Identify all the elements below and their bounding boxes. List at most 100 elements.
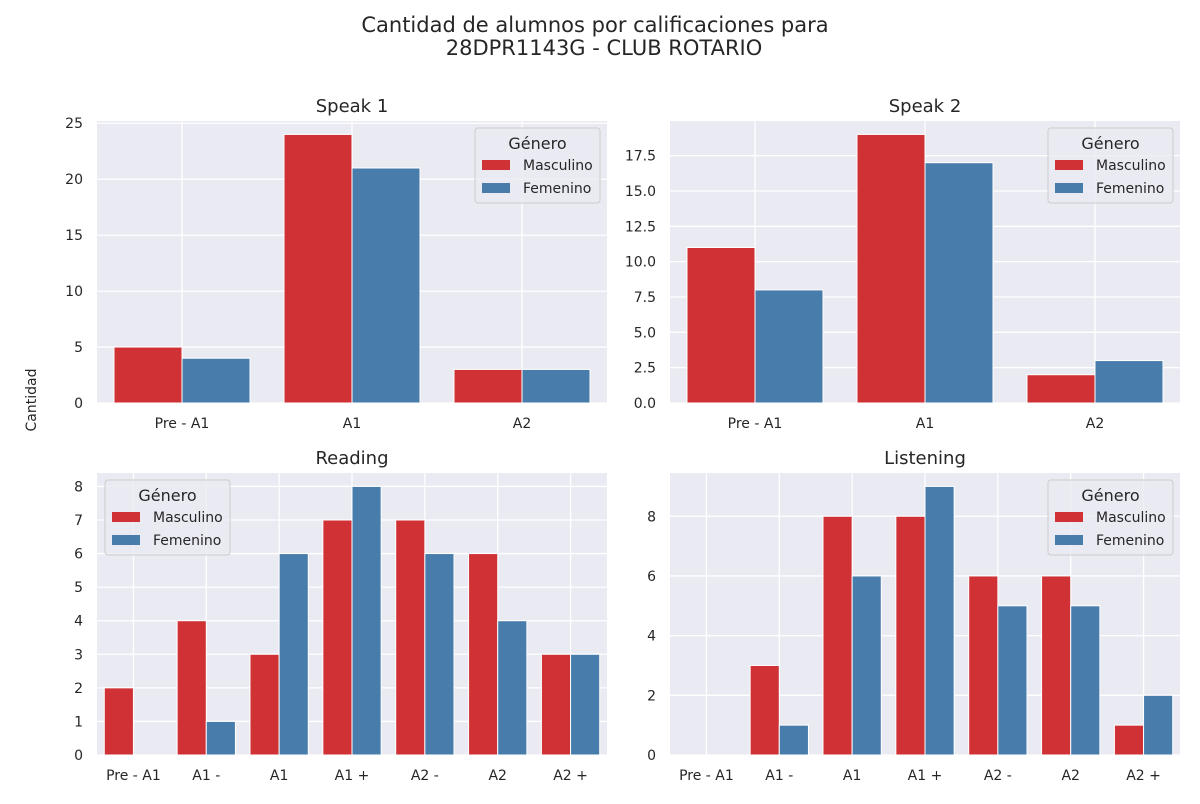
y-tick-label: 0 <box>647 748 656 764</box>
bar-femenino-2 <box>924 162 994 404</box>
legend-label-femenino: Femenino <box>153 533 221 549</box>
panel-title: Speak 2 <box>889 96 962 117</box>
bar-femenino-3 <box>1094 360 1164 404</box>
figure-title-line-1: Cantidad de alumnos por calificaciones p… <box>361 13 828 37</box>
y-tick-label: 8 <box>647 509 656 525</box>
y-tick-label: 2.5 <box>634 361 656 377</box>
bar-femenino-3 <box>278 553 309 756</box>
bar-femenino-7 <box>1143 694 1174 756</box>
y-tick-label: 5 <box>74 580 83 596</box>
bar-masculino-6 <box>468 553 499 756</box>
legend-swatch-femenino <box>1055 535 1083 545</box>
bar-masculino-2 <box>176 620 207 756</box>
y-tick-label: 12.5 <box>625 219 656 235</box>
x-tick-label: A2 + <box>1126 768 1161 784</box>
legend-label-femenino: Femenino <box>1096 533 1164 549</box>
legend-title: Género <box>138 486 196 505</box>
x-tick-label: A1 <box>916 416 934 432</box>
bar-masculino-3 <box>453 368 523 404</box>
x-tick-label: A1 <box>270 768 288 784</box>
legend-swatch-masculino <box>1055 160 1083 170</box>
bar-masculino-7 <box>540 653 572 756</box>
y-tick-label: 1 <box>74 714 83 730</box>
x-tick-label: A2 <box>488 768 506 784</box>
bar-masculino-6 <box>1041 575 1072 756</box>
x-tick-label: Pre - A1 <box>679 768 734 784</box>
legend-title: Género <box>508 134 566 153</box>
bar-femenino-5 <box>997 605 1028 756</box>
y-tick-label: 25 <box>65 116 83 132</box>
chart-panel-3: 0 1 2 3 4 5 6 7 8 Pre - A1 A1 - A1 A1 + A2 - A2 A2 + Rea… <box>74 448 607 784</box>
bar-masculino-2 <box>283 133 353 404</box>
legend: Género Masculino Femenino <box>1047 127 1174 204</box>
y-tick-label: 0 <box>74 748 83 764</box>
legend-swatch-masculino <box>482 160 510 170</box>
y-tick-label: 10.0 <box>625 255 656 271</box>
y-tick-label: 7.5 <box>634 290 656 306</box>
legend: Género Masculino Femenino <box>474 127 601 204</box>
legend-label-masculino: Masculino <box>523 158 593 174</box>
panel-title: Speak 1 <box>316 96 389 117</box>
panel-title: Reading <box>315 448 388 469</box>
x-tick-label: A2 <box>1061 768 1079 784</box>
y-tick-label: 2 <box>74 681 83 697</box>
bar-masculino-3 <box>249 653 280 756</box>
bar-femenino-2 <box>351 167 421 404</box>
bar-masculino-5 <box>395 519 426 756</box>
x-tick-label: A1 + <box>908 768 943 784</box>
bar-masculino-1 <box>686 247 756 404</box>
y-tick-label: 0.0 <box>634 396 656 412</box>
bar-femenino-2 <box>778 724 809 756</box>
legend-label-masculino: Masculino <box>153 510 223 526</box>
y-tick-label: 15.0 <box>625 184 656 200</box>
legend-label-masculino: Masculino <box>1096 510 1166 526</box>
y-tick-label: 3 <box>74 647 83 663</box>
x-tick-label: A2 <box>513 416 531 432</box>
legend-swatch-masculino <box>1055 512 1083 522</box>
x-tick-label: A2 + <box>553 768 588 784</box>
bar-femenino-2 <box>205 720 236 756</box>
x-tick-label: Pre - A1 <box>106 768 161 784</box>
chart-panel-4: 0 2 4 6 8 Pre - A1 A1 - A1 A1 + A2 - A2 A2 + Listeni… <box>647 448 1180 784</box>
legend-title: Género <box>1081 486 1139 505</box>
legend-swatch-femenino <box>1055 183 1083 193</box>
legend: Género Masculino Femenino <box>104 479 231 556</box>
bar-masculino-1 <box>113 346 183 404</box>
bar-femenino-6 <box>1070 605 1101 756</box>
bar-masculino-4 <box>322 519 353 756</box>
bar-femenino-4 <box>924 485 955 756</box>
x-tick-label: A1 <box>343 416 361 432</box>
legend-swatch-femenino <box>112 535 140 545</box>
bar-femenino-1 <box>754 289 824 404</box>
x-tick-label: A2 <box>1086 416 1104 432</box>
legend: Género Masculino Femenino <box>1047 479 1174 556</box>
legend-label-femenino: Femenino <box>1096 181 1164 197</box>
bar-femenino-1 <box>181 357 251 404</box>
bar-femenino-5 <box>424 553 455 756</box>
chart-panel-1: 0 5 10 15 20 25 Pre - A1 A1 A2 Speak 1 Género Mascu… <box>65 96 607 432</box>
bar-femenino-6 <box>497 620 528 756</box>
bar-masculino-3 <box>1026 374 1096 404</box>
bar-femenino-4 <box>351 485 382 756</box>
bar-masculino-4 <box>895 515 926 756</box>
y-tick-label: 6 <box>647 569 656 585</box>
y-tick-label: 15 <box>65 228 83 244</box>
y-tick-label: 17.5 <box>625 149 656 165</box>
bar-masculino-5 <box>968 575 999 756</box>
y-tick-label: 6 <box>74 547 83 563</box>
legend-label-femenino: Femenino <box>523 181 591 197</box>
x-tick-label: A1 - <box>192 768 220 784</box>
bar-masculino-3 <box>822 515 853 756</box>
legend-title: Género <box>1081 134 1139 153</box>
x-tick-label: A2 - <box>411 768 439 784</box>
bar-masculino-7 <box>1113 724 1145 756</box>
legend-swatch-masculino <box>112 512 140 522</box>
y-tick-label: 0 <box>74 396 83 412</box>
chart-panel-2: 0.0 2.5 5.0 7.5 10.0 12.5 15.0 17.5 Pre - A1 A1 A2… <box>625 96 1180 432</box>
y-tick-label: 8 <box>74 479 83 495</box>
y-tick-label: 4 <box>74 614 83 630</box>
bar-femenino-3 <box>851 575 882 756</box>
y-tick-label: 5.0 <box>634 325 656 341</box>
figure-title-line-2: 28DPR1143G - CLUB ROTARIO <box>446 36 763 60</box>
